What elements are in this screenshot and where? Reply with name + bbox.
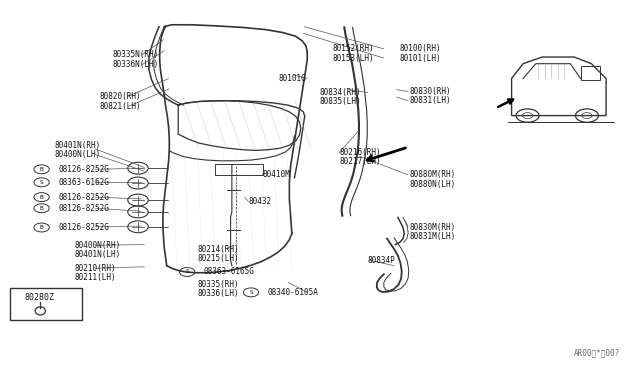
Text: 80215(LH): 80215(LH)	[197, 254, 239, 263]
Text: 08126-8252G: 08126-8252G	[58, 193, 109, 202]
Text: 80410M: 80410M	[262, 170, 291, 179]
Text: 80400N(RH): 80400N(RH)	[74, 241, 120, 250]
Text: 80210(RH): 80210(RH)	[74, 264, 116, 273]
Text: 80834(RH): 80834(RH)	[320, 88, 362, 97]
Text: 80830M(RH): 80830M(RH)	[410, 223, 456, 232]
Text: S: S	[40, 180, 44, 185]
Text: 80101(LH): 80101(LH)	[400, 54, 442, 62]
Text: 08126-8252G: 08126-8252G	[58, 165, 109, 174]
Text: 80401N(RH): 80401N(RH)	[55, 141, 101, 150]
Text: 80214(RH): 80214(RH)	[197, 244, 239, 253]
Text: 80280Z: 80280Z	[25, 294, 55, 302]
Text: S: S	[249, 290, 253, 295]
Text: B: B	[40, 225, 44, 230]
Text: S: S	[186, 269, 189, 275]
Text: 80335N(RH): 80335N(RH)	[113, 50, 159, 59]
Text: 80336(LH): 80336(LH)	[197, 289, 239, 298]
Text: 80820(RH): 80820(RH)	[100, 92, 141, 101]
Text: 80834P: 80834P	[368, 256, 396, 264]
Text: 80101G: 80101G	[278, 74, 307, 83]
Text: AR00​*​00?: AR00​*​00?	[574, 348, 620, 357]
Text: 08126-8252G: 08126-8252G	[58, 223, 109, 232]
Text: 80835(LH): 80835(LH)	[320, 97, 362, 106]
Text: 80153(LH): 80153(LH)	[333, 54, 374, 62]
Text: 08340-6105A: 08340-6105A	[268, 288, 319, 297]
Text: 80152(RH): 80152(RH)	[333, 44, 374, 53]
Text: 08126-8252G: 08126-8252G	[58, 204, 109, 213]
Text: 80401N(LH): 80401N(LH)	[74, 250, 120, 259]
Text: 08363-6162G: 08363-6162G	[58, 178, 109, 187]
Text: 80831M(LH): 80831M(LH)	[410, 232, 456, 241]
Text: 80400N(LH): 80400N(LH)	[55, 150, 101, 159]
Text: 80335(RH): 80335(RH)	[197, 280, 239, 289]
Text: 08363-6165G: 08363-6165G	[204, 267, 255, 276]
Text: B: B	[40, 206, 44, 211]
Text: 80100(RH): 80100(RH)	[400, 44, 442, 53]
Text: 80432: 80432	[248, 197, 271, 206]
Text: 80880M(RH): 80880M(RH)	[410, 170, 456, 179]
Text: 80821(LH): 80821(LH)	[100, 102, 141, 111]
Text: 80880N(LH): 80880N(LH)	[410, 180, 456, 189]
Text: B: B	[40, 195, 44, 200]
Text: B: B	[40, 167, 44, 172]
Text: 80217(LH): 80217(LH)	[339, 157, 381, 166]
Text: 80336N(LH): 80336N(LH)	[113, 60, 159, 69]
Text: 80830(RH): 80830(RH)	[410, 87, 451, 96]
Text: 80831(LH): 80831(LH)	[410, 96, 451, 105]
Text: 80216(RH): 80216(RH)	[339, 148, 381, 157]
Text: 80211(LH): 80211(LH)	[74, 273, 116, 282]
